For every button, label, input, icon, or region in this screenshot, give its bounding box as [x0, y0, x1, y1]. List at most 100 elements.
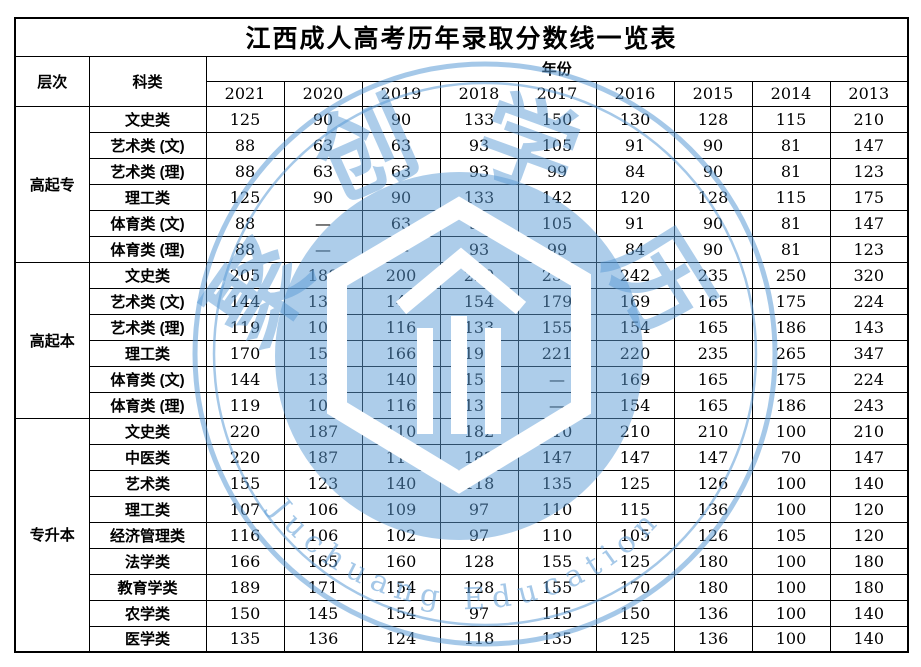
- score-cell: 133: [439, 391, 519, 419]
- score-cell: 90: [673, 157, 753, 185]
- score-cell: 165: [673, 287, 753, 315]
- score-cell: 186: [751, 313, 831, 341]
- year-header: 2018: [439, 80, 519, 107]
- score-cell: 150: [595, 599, 675, 627]
- score-cell: 110: [517, 521, 597, 549]
- score-cell: 84: [595, 157, 675, 185]
- score-cell: 147: [517, 443, 597, 471]
- score-cell: 160: [361, 547, 441, 575]
- score-cell: 150: [517, 105, 597, 133]
- score-cell: 99: [517, 235, 597, 263]
- score-cell: 180: [673, 547, 753, 575]
- score-cell: 210: [595, 417, 675, 445]
- category-cell: 文史类: [88, 417, 207, 445]
- score-cell: 106: [283, 521, 363, 549]
- score-cell: 153: [283, 339, 363, 367]
- score-cell: 170: [205, 339, 285, 367]
- score-cell: 135: [517, 625, 597, 653]
- score-cell: 120: [829, 521, 909, 549]
- score-cell: 136: [283, 625, 363, 653]
- table-body: 高起专 文史类 125 90 90 133 150 130 128 115 210 艺术类 (文) 88…: [14, 105, 909, 653]
- score-cell: 84: [595, 235, 675, 263]
- score-cell: 220: [205, 443, 285, 471]
- category-column-header: 科类: [88, 55, 207, 107]
- score-cell: 123: [829, 157, 909, 185]
- table-row: 医学类 135 136 124 118 135 125 136 100 140: [15, 625, 909, 653]
- score-cell: 110: [517, 495, 597, 523]
- header-row: 层次 科类 年份: [14, 55, 909, 107]
- score-cell: 107: [283, 313, 363, 341]
- score-cell: 165: [283, 547, 363, 575]
- score-cell: 110: [361, 417, 441, 445]
- score-cell: 63: [361, 157, 441, 185]
- score-cell: 88: [205, 131, 285, 159]
- score-cell: 90: [361, 183, 441, 211]
- score-cell: 124: [361, 625, 441, 653]
- score-cell: 150: [205, 599, 285, 627]
- score-cell: 120: [595, 183, 675, 211]
- table-row: 体育类 (文) 144 132 140 154—169 165 175 224: [15, 365, 909, 393]
- table-row: 艺术类 155 123 140 118 135 125 126 100 140: [15, 469, 909, 497]
- table-row: 中医类 220 187 110 182 147 147 147 70 147: [15, 443, 909, 471]
- score-cell: 210: [673, 417, 753, 445]
- score-cell: 126: [673, 469, 753, 497]
- score-cell: 154: [361, 599, 441, 627]
- table-row: 理工类 107 106 109 97 110 115 136 100 120: [15, 495, 909, 523]
- score-cell: 81: [751, 209, 831, 237]
- table-row: 经济管理类 116 106 102 97 110 105 126 105 120: [15, 521, 909, 549]
- score-cell: 63: [283, 131, 363, 159]
- table-row: 教育学类 189 171 154 128 155 170 180 100 180: [15, 573, 909, 601]
- score-cell: 169: [595, 365, 675, 393]
- score-cell: 154: [361, 573, 441, 601]
- score-cell: 91: [595, 131, 675, 159]
- score-cell: 182: [439, 443, 519, 471]
- score-cell: 220: [595, 339, 675, 367]
- score-cell: 118: [439, 625, 519, 653]
- year-header: 2020: [283, 80, 363, 107]
- score-cell: 90: [283, 105, 363, 133]
- score-cell: 171: [283, 573, 363, 601]
- score-cell: 63: [361, 131, 441, 159]
- score-cell: 255: [517, 261, 597, 289]
- level-cell: 高起专: [14, 105, 90, 263]
- score-cell: 100: [751, 599, 831, 627]
- category-cell: 经济管理类: [88, 521, 207, 549]
- category-cell: 理工类: [88, 339, 207, 367]
- score-cell: 97: [439, 495, 519, 523]
- score-cell: 140: [361, 365, 441, 393]
- score-cell: 154: [439, 287, 519, 315]
- score-cell: 105: [751, 521, 831, 549]
- score-cell: 105: [595, 521, 675, 549]
- category-cell: 教育学类: [88, 573, 207, 601]
- score-cell: —: [517, 391, 597, 419]
- score-cell: 135: [205, 625, 285, 653]
- score-cell: 187: [283, 443, 363, 471]
- score-cell: 109: [361, 495, 441, 523]
- score-cell: 102: [361, 521, 441, 549]
- score-cell: 118: [439, 469, 519, 497]
- category-cell: 艺术类 (文): [88, 287, 207, 315]
- year-header: 2019: [361, 80, 441, 107]
- score-cell: 210: [829, 417, 909, 445]
- score-cell: 142: [517, 183, 597, 211]
- score-cell: 175: [829, 183, 909, 211]
- score-cell: 320: [829, 261, 909, 289]
- score-cell: 147: [673, 443, 753, 471]
- score-cell: 63: [283, 157, 363, 185]
- level-column-header: 层次: [14, 55, 90, 107]
- category-cell: 艺术类 (文): [88, 131, 207, 159]
- score-cell: 119: [205, 313, 285, 341]
- score-cell: 169: [595, 287, 675, 315]
- score-cell: 116: [361, 391, 441, 419]
- score-cell: 224: [829, 365, 909, 393]
- score-cell: 63: [361, 209, 441, 237]
- category-cell: 体育类 (理): [88, 391, 207, 419]
- year-header: 2021: [205, 80, 285, 107]
- score-cell: 100: [751, 417, 831, 445]
- score-cell: 140: [829, 599, 909, 627]
- score-cell: 166: [361, 339, 441, 367]
- page-title: 江西成人高考历年录取分数线一览表: [14, 17, 909, 57]
- score-cell: 155: [205, 469, 285, 497]
- score-cell: 210: [517, 417, 597, 445]
- year-header: 2013: [829, 80, 909, 107]
